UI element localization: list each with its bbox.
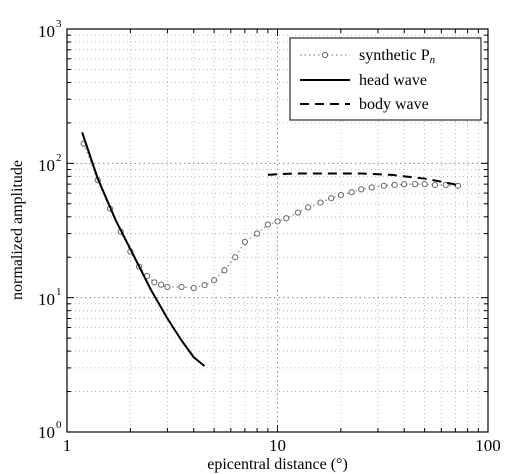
synthetic-pn-point — [328, 195, 335, 202]
synthetic-pn-point — [421, 181, 428, 188]
x-tick-label-1: 1 — [63, 436, 72, 455]
synthetic-pn-point — [158, 281, 165, 288]
synthetic-pn-point — [164, 283, 171, 291]
synthetic-pn-point — [401, 181, 408, 188]
legend-synthetic-label: synthetic P — [359, 47, 430, 64]
synthetic-pn-point — [283, 215, 290, 222]
synthetic-pn-point — [337, 192, 344, 199]
synthetic-pn-point — [190, 284, 197, 292]
synthetic-pn-point — [254, 230, 261, 237]
synthetic-pn-point — [201, 282, 208, 289]
svg-text:3: 3 — [56, 18, 62, 30]
body-wave-series-line — [267, 172, 459, 186]
synthetic-pn-point — [348, 189, 355, 196]
head-wave-series-line — [81, 132, 206, 367]
x-tick-label-10: 10 — [269, 436, 286, 455]
synthetic-pn-point — [178, 283, 185, 291]
svg-text:synthetic Pn: synthetic Pn — [359, 47, 436, 66]
synthetic-pn-point — [368, 184, 375, 191]
synthetic-pn-point — [232, 254, 239, 261]
legend-synthetic-subscript: n — [430, 54, 436, 66]
synthetic-pn-point — [317, 199, 324, 206]
svg-text:10: 10 — [38, 156, 55, 175]
svg-text:10: 10 — [38, 290, 55, 309]
x-axis-label: epicentral distance (°) — [207, 456, 348, 473]
y-tick-label-1000: 10 3 — [38, 18, 62, 41]
synthetic-pn-point — [305, 204, 312, 211]
y-axis-label: normalized amplitude — [9, 160, 26, 300]
synthetic-pn-point — [151, 279, 158, 286]
axis-ticks — [67, 29, 488, 432]
synthetic-pn-point — [264, 221, 271, 228]
synthetic-pn-point — [411, 181, 419, 188]
svg-text:10: 10 — [38, 423, 55, 442]
legend-synthetic-marker — [321, 51, 329, 59]
svg-text:1: 1 — [56, 286, 62, 298]
synthetic-pn-point — [241, 238, 248, 246]
synthetic-pn-point — [221, 267, 228, 274]
legend-entry-synthetic: synthetic Pn — [300, 47, 436, 66]
legend-entry-head-wave: head wave — [300, 72, 427, 89]
svg-text:2: 2 — [56, 152, 62, 164]
legend-body-wave-label: body wave — [359, 96, 429, 113]
legend-entry-body-wave: body wave — [300, 96, 429, 113]
svg-text:0: 0 — [56, 419, 62, 431]
x-tick-label-100: 100 — [475, 436, 501, 455]
legend-head-wave-label: head wave — [359, 72, 427, 89]
synthetic-pn-point — [211, 277, 218, 284]
y-tick-label-10: 10 1 — [38, 286, 62, 309]
synthetic-pn-point — [380, 182, 387, 189]
y-tick-label-1: 10 0 — [38, 419, 62, 442]
synthetic-pn-point — [358, 186, 365, 193]
svg-text:10: 10 — [38, 22, 55, 41]
series-layer — [80, 132, 462, 367]
synthetic-pn-point — [274, 218, 281, 225]
synthetic-pn-point — [431, 181, 439, 189]
synthetic-pn-point — [391, 181, 398, 189]
synthetic-pn-point — [294, 209, 301, 216]
y-tick-label-100: 10 2 — [38, 152, 62, 175]
legend: synthetic Pn head wave body wave — [289, 37, 482, 121]
synthetic-pn-point — [454, 182, 462, 189]
